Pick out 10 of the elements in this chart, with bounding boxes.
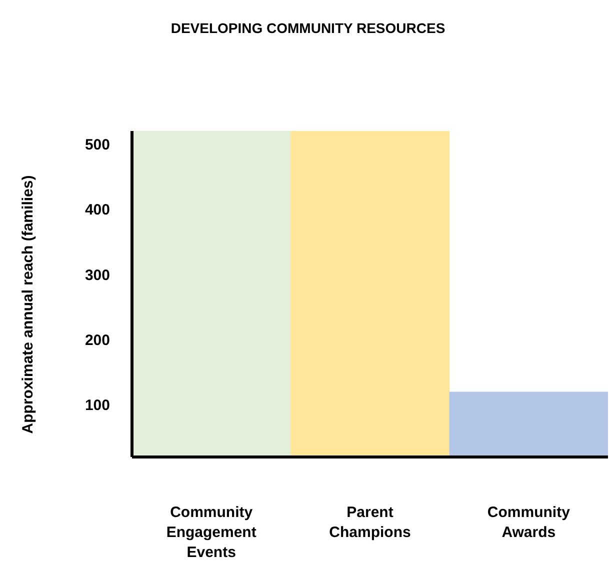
x-tick-label: Parent Champions — [329, 504, 411, 541]
y-axis-title: Approximate annual reach (families) — [20, 174, 36, 434]
x-tick-label: Community Engagement Events — [166, 504, 256, 561]
y-tick-label: 400 — [84, 202, 110, 219]
y-tick-label: 500 — [84, 136, 110, 154]
x-tick-label: Community Awards — [487, 504, 571, 541]
y-tick-label: 200 — [84, 332, 110, 349]
y-tick-label: 100 — [84, 397, 110, 414]
y-tick-label: 300 — [84, 266, 110, 284]
chart-title: DEVELOPING COMMUNITY RESOURCES — [170, 20, 446, 36]
